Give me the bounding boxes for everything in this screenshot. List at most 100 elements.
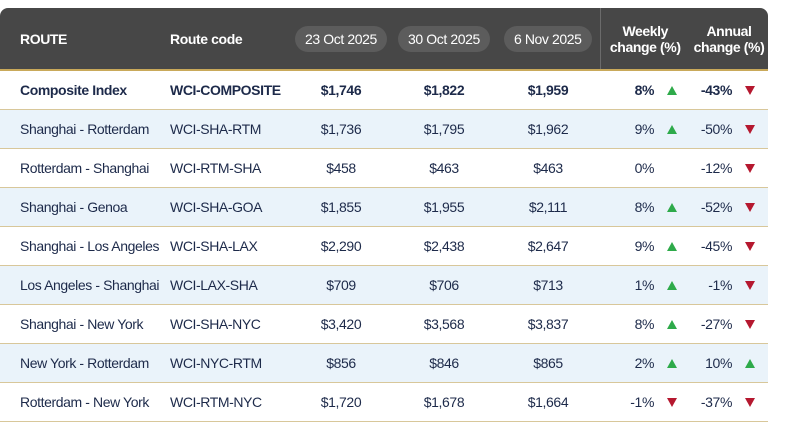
table-cell: $846 [392, 343, 496, 382]
header-cell: 23 Oct 2025 [290, 8, 392, 70]
change-value: -50% [700, 120, 732, 137]
header-cell: Weekly change (%) [599, 8, 690, 70]
arrow-up [667, 86, 677, 95]
table-cell: Los Angeles - Shanghai [0, 265, 170, 304]
table-cell: $463 [392, 148, 496, 187]
cell-text: $706 [429, 276, 459, 293]
table-cell: $706 [392, 265, 496, 304]
change-value: 8% [634, 81, 655, 98]
arrow-up [667, 241, 677, 251]
cell-text: $1,822 [423, 81, 465, 98]
cell-text: Shanghai - Genoa [20, 198, 128, 215]
table-cell: $709 [290, 265, 392, 304]
change-value: -45% [700, 237, 732, 254]
cell-text: $1,720 [320, 393, 362, 410]
arrow-down [745, 124, 755, 134]
table-cell: $2,290 [290, 226, 392, 265]
table-cell: 1% [600, 265, 690, 304]
table-cell: WCI-SHA-LAX [170, 226, 290, 265]
table-cell: $463 [496, 148, 600, 187]
change-value: 1% [634, 276, 655, 293]
table-cell: $865 [496, 343, 600, 382]
table-row: Composite Index WCI-COMPOSITE $1,746 $1,822… [0, 70, 768, 109]
table-row: Shanghai - New York WCI-SHA-NYC $3,420 $3,5… [0, 304, 768, 343]
header-text: Annual change (%) [693, 22, 765, 55]
header-cell: Route code [170, 8, 290, 70]
table-cell: 9% [600, 109, 690, 148]
arrow-down [745, 241, 755, 251]
table-row: Shanghai - Los Angeles WCI-SHA-LAX $2,290 $… [0, 226, 768, 265]
cell-text: $1,955 [423, 198, 465, 215]
arrow-down [745, 202, 755, 212]
table-cell: $856 [290, 343, 392, 382]
arrow-down [745, 319, 755, 329]
table-cell: $3,568 [392, 304, 496, 343]
cell-text: $463 [429, 159, 459, 176]
arrow-up [667, 280, 677, 290]
cell-text: $463 [533, 159, 563, 176]
cell-text: WCI-SHA-RTM [170, 120, 261, 137]
header-cell: Annual change (%) [690, 8, 768, 70]
cell-text: $1,959 [527, 81, 569, 98]
header-row: ROUTE Route code 23 Oct 2025 30 Oct 2025 6 N… [0, 8, 768, 70]
table-cell: 9% [600, 226, 690, 265]
table-cell: 2% [600, 343, 690, 382]
change-value: -27% [700, 315, 732, 332]
header-cell: 6 Nov 2025 [496, 8, 600, 70]
cell-text: $2,290 [320, 237, 362, 254]
change-value: 2% [634, 354, 655, 371]
table-container: ROUTE Route code 23 Oct 2025 30 Oct 2025 6 N… [0, 8, 768, 422]
table-cell: $1,720 [290, 382, 392, 421]
cell-text: $1,855 [320, 198, 362, 215]
table-cell: WCI-COMPOSITE [170, 70, 290, 109]
table-cell: 8% [600, 304, 690, 343]
table-cell: $1,746 [290, 70, 392, 109]
table-cell: 10% [690, 343, 768, 382]
table-cell: $2,438 [392, 226, 496, 265]
table-cell: 0% [600, 148, 690, 187]
cell-text: $458 [326, 159, 356, 176]
arrow-down [745, 397, 755, 407]
cell-text: $1,795 [423, 120, 465, 137]
table-row: Shanghai - Rotterdam WCI-SHA-RTM $1,736 $1,… [0, 109, 768, 148]
cell-text: Los Angeles - Shanghai [20, 276, 160, 293]
table-cell: Rotterdam - Shanghai [0, 148, 170, 187]
arrow-up [667, 124, 677, 134]
table-cell: -45% [690, 226, 768, 265]
table-cell: $3,837 [496, 304, 600, 343]
table-cell: WCI-NYC-RTM [170, 343, 290, 382]
arrow-up [745, 358, 755, 368]
table-cell: Composite Index [0, 70, 170, 109]
date-pill: 23 Oct 2025 [295, 25, 387, 52]
table-cell: $713 [496, 265, 600, 304]
change-value: 9% [634, 120, 655, 137]
table-cell: -37% [690, 382, 768, 421]
date-pill: 6 Nov 2025 [503, 25, 592, 52]
cell-text: Rotterdam - New York [20, 393, 149, 410]
table-cell: $3,420 [290, 304, 392, 343]
arrow-down [745, 280, 755, 290]
cell-text: $1,664 [527, 393, 569, 410]
cell-text: New York - Rotterdam [20, 354, 149, 371]
change-value: -52% [700, 198, 732, 215]
table-cell: Shanghai - New York [0, 304, 170, 343]
header-cell: 30 Oct 2025 [392, 8, 496, 70]
cell-text: $2,438 [423, 237, 465, 254]
table-cell: $1,959 [496, 70, 600, 109]
table-row: Los Angeles - Shanghai WCI-LAX-SHA $709 $70… [0, 265, 768, 304]
cell-text: $709 [326, 276, 356, 293]
cell-text: $3,837 [527, 315, 569, 332]
cell-text: $2,111 [528, 198, 568, 215]
change-value: -12% [700, 159, 732, 176]
cell-text: $865 [533, 354, 563, 371]
table-cell: New York - Rotterdam [0, 343, 170, 382]
table-cell: $1,955 [392, 187, 496, 226]
cell-text: $2,647 [527, 237, 569, 254]
arrow-down [667, 397, 677, 407]
table-cell: WCI-SHA-RTM [170, 109, 290, 148]
table-cell: $458 [290, 148, 392, 187]
table-cell: -43% [690, 70, 768, 109]
table-cell: $1,664 [496, 382, 600, 421]
cell-text: Composite Index [20, 81, 127, 98]
header-text: ROUTE [20, 30, 68, 47]
